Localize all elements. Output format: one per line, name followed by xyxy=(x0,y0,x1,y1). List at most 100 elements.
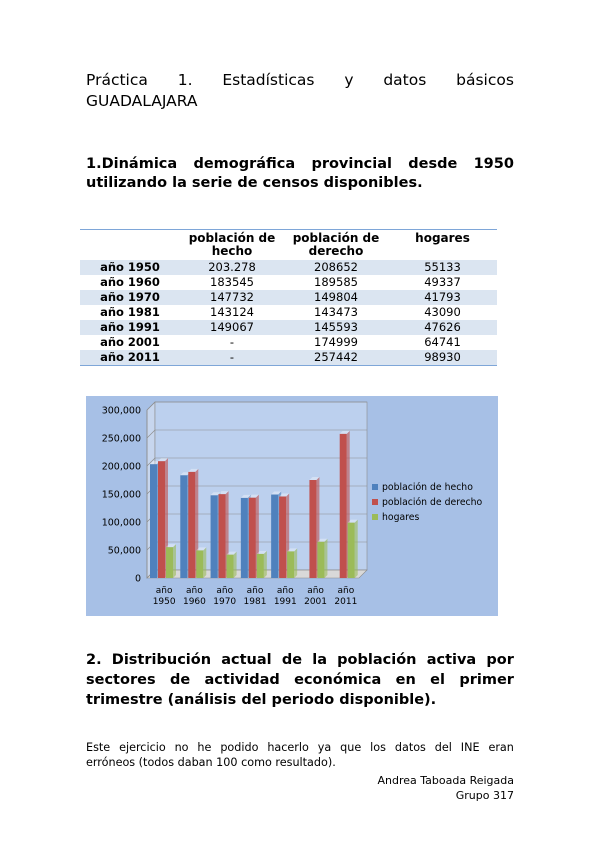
bar xyxy=(279,496,287,578)
table-header-hogares: hogares xyxy=(415,231,470,245)
table-header-blank xyxy=(80,230,180,261)
gridline-diag xyxy=(146,401,156,411)
table-cell: 55133 xyxy=(424,260,461,274)
bar-top xyxy=(218,491,229,495)
x-tick-label: año 1981 xyxy=(244,586,267,607)
word: y xyxy=(344,71,354,89)
table-cell: 47626 xyxy=(424,320,461,334)
table-cell: 203.278 xyxy=(208,260,256,274)
y-tick-label: 50,000 xyxy=(108,546,141,557)
word: actual xyxy=(221,652,272,668)
bar-top xyxy=(150,461,160,465)
bar-top xyxy=(158,458,168,462)
bar-top xyxy=(196,547,207,551)
title-line-1: Práctica 1. Estadísticas y datos básicos xyxy=(86,70,514,91)
table-cell: - xyxy=(229,335,235,349)
bar-top xyxy=(188,468,199,472)
word: en xyxy=(395,672,416,688)
row-year: año 2011 xyxy=(100,350,160,364)
table-header-derecho: población de derecho xyxy=(292,231,380,258)
legend-label: hogares xyxy=(382,512,420,523)
x-tick-label: año 2011 xyxy=(334,586,357,607)
word: Estadísticas xyxy=(222,71,315,89)
title-line-2: GUADALAJARA xyxy=(86,92,198,110)
word: Práctica xyxy=(86,71,148,89)
word: la xyxy=(312,652,327,668)
bar xyxy=(188,471,196,578)
table-row: año 1960 183545 189585 49337 xyxy=(80,275,497,290)
word: datos xyxy=(394,741,426,754)
bar-side xyxy=(233,551,237,578)
x-tick-label: año 2001 xyxy=(304,586,327,607)
section-1-line-1: 1.Dinámica demográfica provincial desde 1950 xyxy=(86,155,514,174)
table-cell: 145593 xyxy=(314,320,358,334)
word: provincial xyxy=(311,156,392,172)
table-row: año 1981 143124 143473 43090 xyxy=(80,305,497,320)
word: ejercicio xyxy=(119,741,166,754)
population-chart: 0 50,000 100,000 150,000 200,000 250,000 300,0… xyxy=(86,396,498,616)
bar-top xyxy=(347,519,358,523)
y-tick-label: 300,000 xyxy=(102,406,141,417)
table-cell: 183545 xyxy=(210,275,254,289)
table-cell: 149804 xyxy=(314,290,358,304)
table-cell: 149067 xyxy=(210,320,254,334)
table-row: año 2011 - 257442 98930 xyxy=(80,350,497,366)
word: básicos xyxy=(456,71,514,89)
bar-top xyxy=(210,492,221,496)
bar xyxy=(166,547,173,578)
table-cell: 147732 xyxy=(210,290,254,304)
bar-top xyxy=(317,538,328,542)
word: por xyxy=(486,652,514,668)
table-cell: 174999 xyxy=(314,335,358,349)
word: económica xyxy=(294,672,382,688)
legend-swatch xyxy=(372,499,378,505)
row-year: año 2001 xyxy=(100,335,160,349)
bar xyxy=(158,461,165,578)
word: de xyxy=(169,672,191,688)
chart-svg: 0 50,000 100,000 150,000 200,000 250,000 300,0… xyxy=(86,396,498,616)
word: actividad xyxy=(204,672,280,688)
word: primer xyxy=(459,672,514,688)
table-cell: 257442 xyxy=(314,350,358,364)
legend-swatch xyxy=(372,514,378,520)
note-paragraph: Este ejercicio no he podido hacerlo ya que los da… xyxy=(86,740,514,770)
table-cell: - xyxy=(229,350,235,364)
x-tick-label: año 1950 xyxy=(153,586,176,607)
bar-top xyxy=(287,548,298,552)
y-tick-label: 250,000 xyxy=(102,434,141,445)
gridline-diag xyxy=(146,457,156,467)
section-2-line-3: trimestre (análisis del periodo disponib… xyxy=(86,692,437,708)
word: 1.Dinámica xyxy=(86,156,178,172)
bar xyxy=(339,433,347,578)
table-cell: 43090 xyxy=(424,305,461,319)
bar-top xyxy=(339,430,350,434)
table-cell: 98930 xyxy=(424,350,461,364)
bar xyxy=(240,497,248,578)
bar xyxy=(347,522,355,578)
table-row: año 1991 149067 145593 47626 xyxy=(80,320,497,335)
table-row: año 1950 203.278 208652 55133 xyxy=(80,260,497,275)
bar xyxy=(180,475,188,578)
word: datos xyxy=(383,71,427,89)
bar xyxy=(218,494,226,578)
table-cell: 49337 xyxy=(424,275,461,289)
bar xyxy=(226,554,234,578)
word: 1950 xyxy=(473,156,514,172)
bar-side xyxy=(354,519,358,578)
table-header-hecho: población de hecho xyxy=(188,231,276,258)
bar xyxy=(256,553,264,578)
section-1-line-2: utilizando la serie de censos disponible… xyxy=(86,175,423,191)
author-group: Grupo 317 xyxy=(455,789,514,802)
word: demográfica xyxy=(193,156,296,172)
table-cell: 64741 xyxy=(424,335,461,349)
word: eran xyxy=(488,741,514,754)
section-1-heading: 1.Dinámica demográfica provincial desde 1950… xyxy=(86,155,514,193)
table-header-row: población de hecho población de derecho … xyxy=(80,229,497,261)
x-tick-label: año 1970 xyxy=(213,586,236,607)
table-row: año 1970 147732 149804 41793 xyxy=(80,290,497,305)
word: ya xyxy=(317,741,332,754)
row-year: año 1970 xyxy=(100,290,160,304)
table-row: año 2001 - 174999 64741 xyxy=(80,335,497,350)
population-table: población de hecho población de derecho … xyxy=(80,229,497,366)
bar-side xyxy=(294,548,298,578)
